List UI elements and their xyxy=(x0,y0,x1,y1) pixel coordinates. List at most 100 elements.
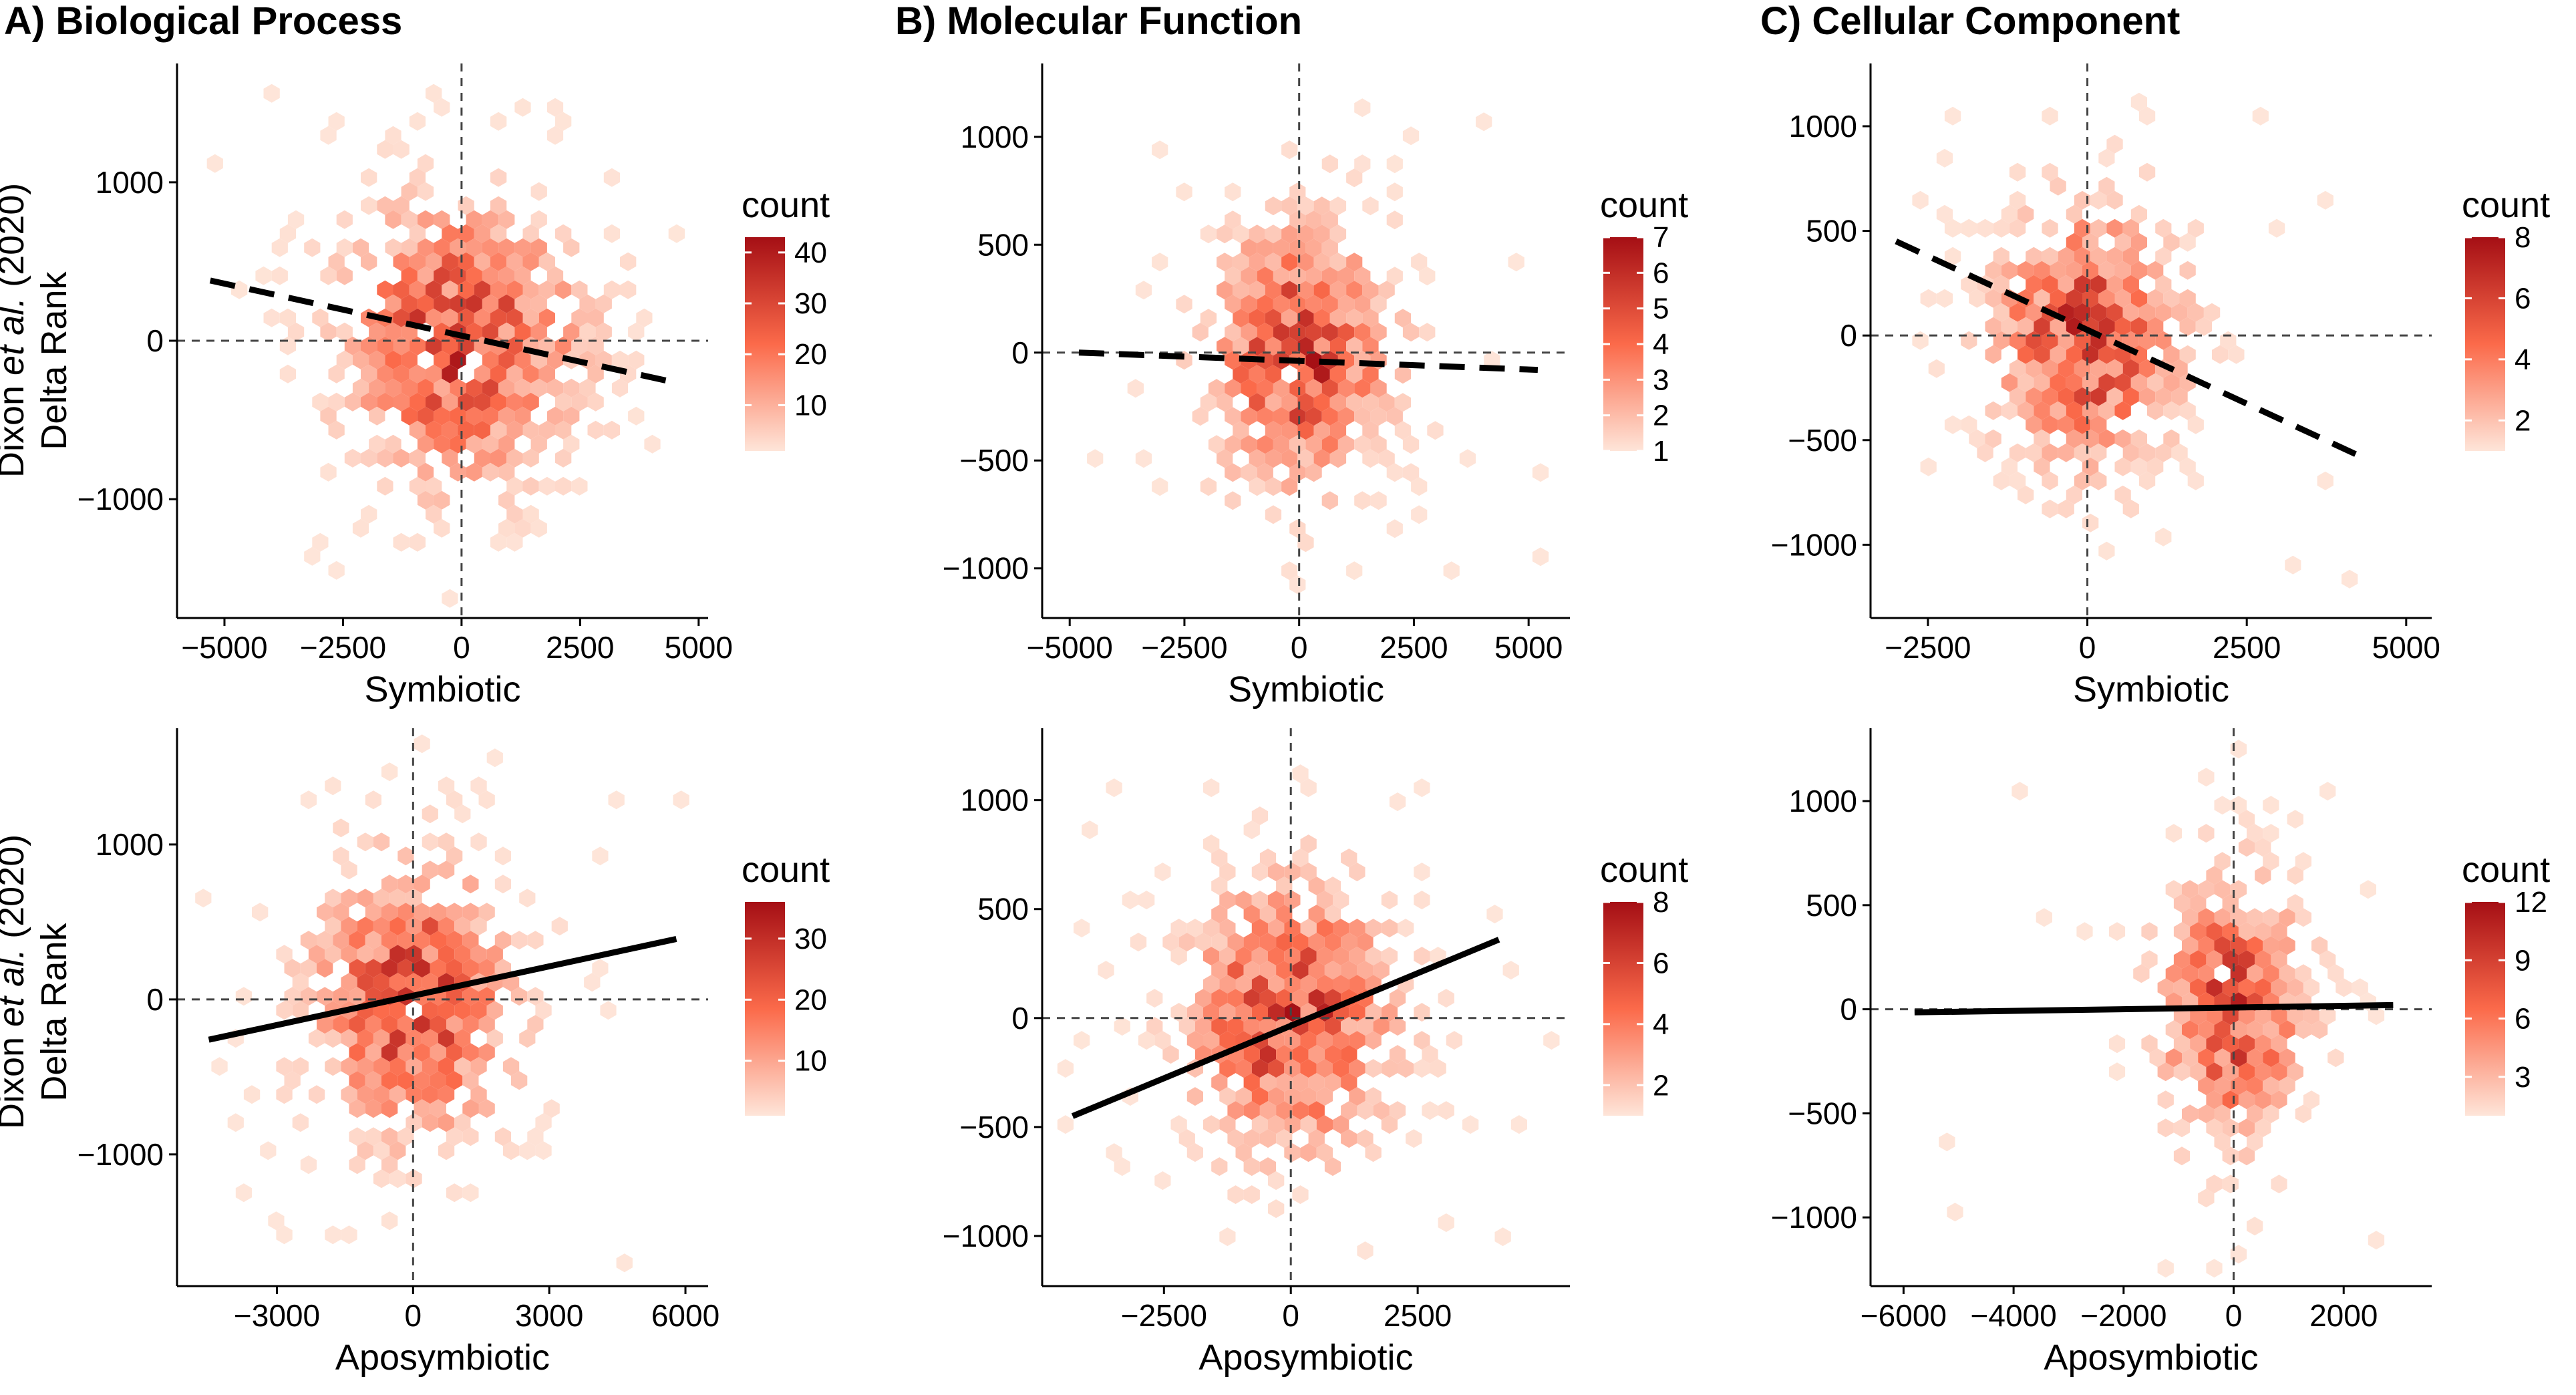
hexbin-cell xyxy=(430,1099,446,1118)
hexbin-cell xyxy=(2114,289,2131,308)
hexbin-cell xyxy=(1354,379,1371,398)
hexbin-cell xyxy=(426,252,442,271)
hexbin-cell xyxy=(592,959,609,978)
hexbin-cell xyxy=(373,1169,390,1189)
hexbin-cell xyxy=(1324,1157,1341,1177)
hexbin-cell xyxy=(434,210,450,229)
hexbin-cell xyxy=(1438,989,1454,1008)
hexbin-cell xyxy=(546,126,564,145)
hexbin-cell xyxy=(1354,267,1371,286)
hexbin-cell xyxy=(2042,387,2058,406)
hexbin-cell xyxy=(2114,485,2131,504)
hexbin-cell xyxy=(454,804,471,824)
hexbin-cell xyxy=(341,945,357,964)
hexbin-cell xyxy=(1273,295,1290,314)
hexbin-cell xyxy=(1357,961,1374,980)
hexbin-cell xyxy=(369,434,385,454)
hexbin-cell xyxy=(397,846,414,866)
hexbin-cell xyxy=(397,1043,414,1062)
hexbin-cell xyxy=(414,1043,430,1062)
hexbin-cell xyxy=(1135,281,1152,300)
hexbin-cell xyxy=(438,945,455,964)
hexbin-cell xyxy=(1122,891,1138,910)
hexbin-cell xyxy=(2009,162,2026,182)
hexbin-cell xyxy=(1152,253,1168,272)
hexbin-cell xyxy=(2163,345,2180,364)
hexbin-cell xyxy=(2058,275,2074,294)
hexbin-cell xyxy=(406,1169,422,1189)
hexbin-cell xyxy=(1321,491,1338,510)
hexbin-cell xyxy=(2214,1104,2231,1124)
hexbin-cell xyxy=(325,776,341,796)
hexbin-cell xyxy=(2090,303,2107,322)
hexbin-cell xyxy=(2165,1020,2182,1040)
hexbin-cell xyxy=(1944,415,1961,434)
hexbin-cell xyxy=(2263,1048,2279,1068)
hexbin-cell xyxy=(1268,1199,1285,1219)
hexbin-cell xyxy=(628,350,645,369)
hexbin-cell xyxy=(2058,247,2074,266)
hexbin-cell xyxy=(1241,295,1257,314)
hexbin-cell xyxy=(506,252,523,271)
hexbin-cell xyxy=(349,959,365,978)
y-tick-label: −1000 xyxy=(77,1137,164,1172)
hexbin-cell xyxy=(2155,247,2172,266)
hexbin-cell xyxy=(1289,210,1306,230)
hexbin-cell xyxy=(1203,1003,1220,1022)
hexbin-cell xyxy=(1200,477,1217,496)
legend-tick-label: 1 xyxy=(1653,435,1669,468)
hexbin-cell xyxy=(506,308,523,327)
hexbin-cell xyxy=(268,1211,285,1231)
hexbin-cell xyxy=(2198,1048,2215,1068)
hexbin-cell xyxy=(474,364,490,383)
hexbin-cell xyxy=(1057,1059,1074,1078)
hexbin-cell xyxy=(377,364,393,383)
hexbin-cell xyxy=(2263,1104,2279,1124)
hexbin-cell xyxy=(1316,975,1333,994)
hexbin-cell xyxy=(462,1071,479,1090)
hexbin-cell xyxy=(2090,359,2107,378)
hexbin-cell xyxy=(1944,247,1961,266)
hexbin-cell xyxy=(2279,908,2295,927)
hexbin-cell xyxy=(1284,947,1301,966)
hexbin-cell xyxy=(1354,98,1371,118)
hexbin-cell xyxy=(2263,908,2279,927)
hexbin-cell xyxy=(325,1225,341,1245)
hexbin-cell xyxy=(287,322,305,341)
hexbin-cell xyxy=(422,832,438,852)
hexbin-cell xyxy=(1146,1017,1163,1036)
hexbin-cell xyxy=(1305,267,1322,286)
hexbin-cell xyxy=(1305,210,1322,230)
legend-tick-label: 3 xyxy=(2515,1061,2531,1094)
hexbin-cell xyxy=(1419,323,1436,342)
hexbin-cell xyxy=(1969,289,1985,308)
hexbin-cell xyxy=(1211,989,1228,1008)
hexbin-cell xyxy=(1114,1017,1130,1036)
hexbin-cell xyxy=(1341,961,1357,980)
x-tick-label: 0 xyxy=(405,1298,422,1333)
hexbin-cell xyxy=(271,238,288,257)
x-tick-label: 5000 xyxy=(2372,630,2440,665)
hexbin-cell xyxy=(1162,933,1179,952)
hexbin-cell xyxy=(2163,232,2180,252)
hexbin-cell xyxy=(1292,848,1309,868)
hexbin-cell xyxy=(1300,1143,1317,1162)
hexbin-cell xyxy=(462,1127,479,1146)
chart-mf-symbiotic: −5000 −2500 0 2500 5000−1000−50005001000Symb… xyxy=(943,63,1688,710)
hexbin-cell xyxy=(397,1015,414,1034)
hexbin-cell xyxy=(252,903,269,922)
hexbin-cell xyxy=(2106,190,2123,210)
hexbin-cell xyxy=(381,1127,398,1146)
hexbin-cell xyxy=(595,322,612,341)
hexbin-cell xyxy=(498,406,515,426)
hexbin-cell xyxy=(365,1099,381,1118)
hexbin-cell xyxy=(373,1085,390,1104)
hexbin-cell xyxy=(2147,457,2164,476)
x-tick-label: 2500 xyxy=(2213,630,2281,665)
y-tick-label: −1000 xyxy=(943,1219,1029,1253)
hexbin-cell xyxy=(2036,908,2052,927)
hexbin-cell xyxy=(2247,1020,2263,1040)
hexbin-cell xyxy=(1268,975,1285,994)
hexbin-cell xyxy=(1337,323,1355,342)
hexbin-cell xyxy=(2206,1090,2223,1110)
